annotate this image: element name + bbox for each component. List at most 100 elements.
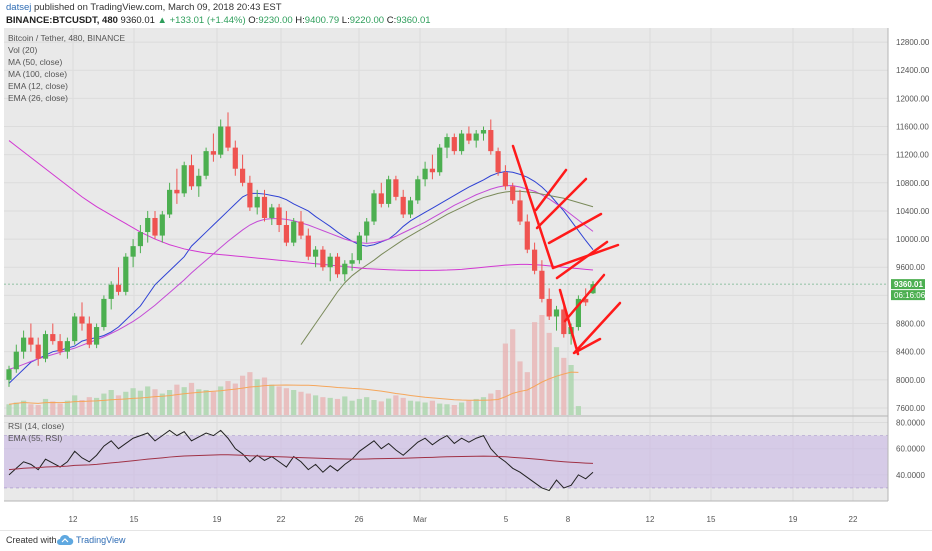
trend-drawing-line bbox=[563, 273, 606, 323]
time-tick-label: Mar bbox=[413, 515, 427, 524]
volume-bar bbox=[108, 390, 114, 415]
candle-body bbox=[575, 298, 581, 328]
candle-body bbox=[327, 256, 333, 268]
volume-bar bbox=[561, 357, 567, 415]
legend-ema26: EMA (26, close) bbox=[8, 93, 68, 103]
time-tick-label: 22 bbox=[849, 515, 858, 524]
volume-bar bbox=[488, 393, 494, 415]
indicator-line bbox=[300, 190, 594, 345]
price-chart[interactable]: 12800.00 12400.00 12000.00 11600.00 11200.00… bbox=[0, 28, 932, 530]
candle-body bbox=[276, 207, 282, 226]
volume-bar bbox=[378, 401, 384, 415]
price-tick-label: 8400.00 bbox=[896, 348, 925, 357]
volume-bar bbox=[203, 390, 209, 415]
legend-ema12: EMA (12, close) bbox=[8, 81, 68, 91]
last-price-tag bbox=[891, 279, 925, 290]
volume-bar bbox=[152, 389, 158, 415]
trend-drawing-line bbox=[535, 177, 588, 230]
candle-body bbox=[130, 246, 136, 257]
trend-drawing-line bbox=[572, 337, 602, 355]
volume-bar bbox=[35, 405, 41, 415]
tradingview-brand[interactable]: TradingView bbox=[76, 535, 126, 545]
candle-body bbox=[145, 217, 151, 233]
volume-bar bbox=[415, 401, 421, 415]
candle-body bbox=[298, 221, 304, 236]
legend-ma100: MA (100, close) bbox=[8, 69, 68, 79]
volume-bar bbox=[6, 404, 12, 415]
candle-body bbox=[225, 126, 231, 148]
volume-bars bbox=[6, 315, 581, 415]
trend-drawing-line bbox=[511, 144, 555, 270]
candle-body bbox=[254, 196, 260, 208]
candle-body bbox=[437, 147, 443, 173]
candle-body bbox=[451, 137, 457, 152]
volume-bar bbox=[327, 397, 333, 415]
open-value: 9230.00 bbox=[258, 15, 293, 26]
candle-body bbox=[79, 316, 85, 324]
candle-body bbox=[510, 186, 516, 201]
candle-body bbox=[181, 165, 187, 194]
candle-body bbox=[386, 179, 392, 204]
time-tick-label: 15 bbox=[707, 515, 716, 524]
countdown-tag-label: 06:16:06 bbox=[894, 291, 926, 300]
candle-body bbox=[108, 284, 114, 299]
price-tick-label: 12800.00 bbox=[896, 38, 930, 47]
volume-bar bbox=[298, 391, 304, 415]
volume-bar bbox=[232, 383, 238, 415]
volume-bar bbox=[386, 398, 392, 415]
time-tick-label: 15 bbox=[130, 515, 139, 524]
last-price-tag-label: 9360.01 bbox=[894, 280, 923, 289]
volume-bar bbox=[473, 398, 479, 415]
candle-body bbox=[583, 298, 589, 303]
candle-body bbox=[502, 172, 508, 187]
volume-bar bbox=[130, 388, 136, 415]
price-tick-label: 8000.00 bbox=[896, 376, 925, 385]
low-label: L: bbox=[341, 15, 350, 26]
candle-body bbox=[232, 147, 238, 169]
volume-bar bbox=[334, 398, 341, 415]
candle-body bbox=[50, 334, 56, 342]
rsi-line bbox=[8, 429, 594, 492]
volume-bar bbox=[437, 403, 443, 415]
ohlc-header: BINANCE:BTCUSDT, 480 9360.01 ▲ +133.01 (… bbox=[6, 15, 431, 26]
indicator-line bbox=[8, 171, 594, 384]
volume-bar bbox=[115, 395, 122, 415]
candle-body bbox=[364, 221, 370, 236]
close-value: 9360.01 bbox=[396, 15, 431, 26]
candle-body bbox=[35, 344, 41, 359]
volume-bar bbox=[64, 400, 70, 415]
close-label: C: bbox=[386, 15, 397, 26]
volume-bar bbox=[57, 403, 63, 415]
candle-body bbox=[152, 217, 158, 236]
volume-bar bbox=[539, 315, 545, 415]
legend-rsi: RSI (14, close) bbox=[8, 421, 65, 431]
volume-bar bbox=[240, 375, 246, 415]
volume-bar bbox=[371, 400, 377, 415]
high-value: 9400.79 bbox=[304, 15, 340, 26]
volume-bar bbox=[196, 389, 202, 415]
legend-vol: Vol (20) bbox=[8, 45, 38, 55]
candle-body bbox=[159, 214, 165, 236]
change-value: ▲ +133.01 (+1.44%) bbox=[157, 15, 246, 26]
candle-body bbox=[495, 151, 501, 173]
candle-body bbox=[218, 126, 224, 155]
plot-area bbox=[4, 28, 888, 501]
candle-body bbox=[553, 309, 560, 317]
author-link[interactable]: datsej bbox=[6, 2, 32, 13]
time-tick-label: 12 bbox=[646, 515, 655, 524]
trend-drawing-line bbox=[558, 288, 580, 356]
candle-body bbox=[28, 337, 34, 345]
time-tick-label: 26 bbox=[355, 515, 364, 524]
volume-bar bbox=[291, 390, 297, 415]
trend-drawing-line bbox=[555, 240, 609, 280]
volume-bar bbox=[400, 397, 406, 415]
volume-bar bbox=[50, 401, 56, 415]
candle-body bbox=[422, 168, 428, 180]
volume-bar bbox=[79, 400, 85, 415]
candle-body bbox=[524, 221, 530, 250]
legend-title: Bitcoin / Tether, 480, BINANCE bbox=[8, 33, 126, 43]
volume-bar bbox=[101, 393, 107, 415]
candle-body bbox=[196, 175, 202, 187]
volume-bar bbox=[28, 404, 34, 415]
candle-body bbox=[378, 193, 384, 204]
